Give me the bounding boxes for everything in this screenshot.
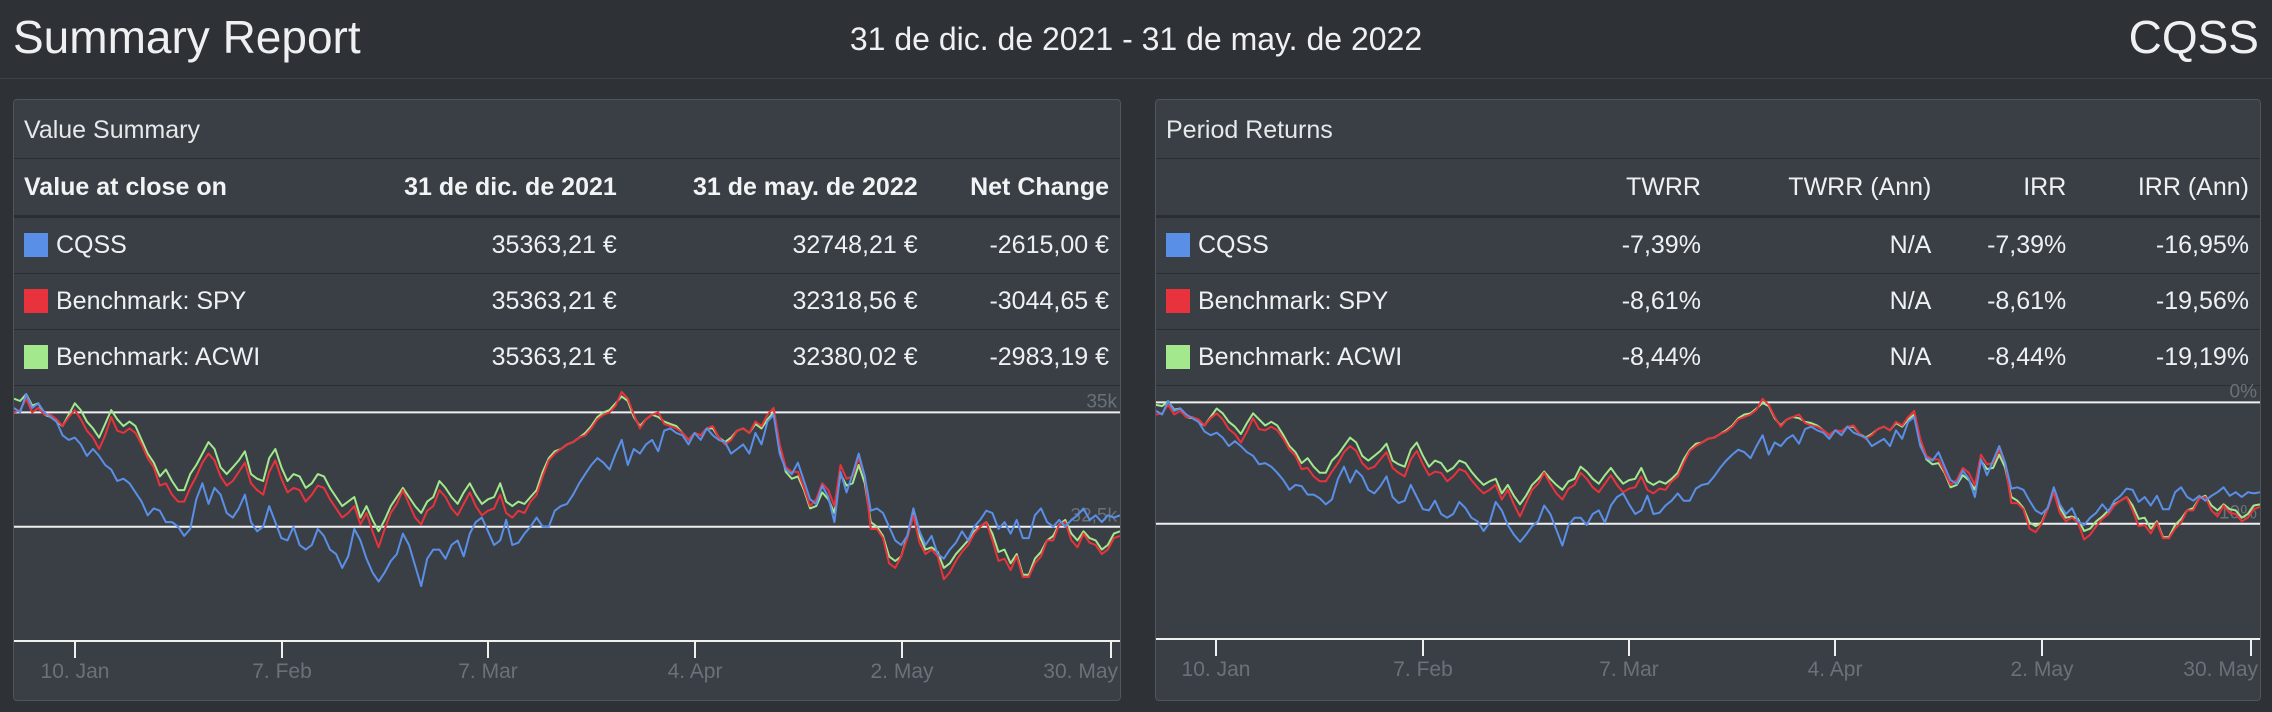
start-value: 35363,21 €: [342, 329, 628, 386]
column-header: IRR: [1942, 159, 2078, 218]
net-change: -2615,00 €: [928, 216, 1120, 274]
column-header: IRR (Ann): [2077, 159, 2260, 218]
series-name: CQSS: [56, 231, 127, 259]
net-change: -3044,65 €: [928, 273, 1120, 330]
series-name: Benchmark: ACWI: [56, 343, 261, 371]
period-returns-title: Period Returns: [1156, 100, 2260, 159]
x-tick-label: 30. May: [1043, 660, 1118, 683]
series-line-benchmark-acwi: [1156, 400, 2260, 539]
table-row: Benchmark: SPY -8,61% N/A -8,61% -19,56%: [1156, 273, 2260, 330]
y-tick-label: 35k: [1086, 391, 1117, 412]
series-line-cqss: [1156, 400, 2260, 547]
x-tick-label: 7. Mar: [1599, 658, 1659, 681]
x-tick-label: 10. Jan: [1182, 658, 1251, 681]
x-tick-label: 4. Apr: [1808, 658, 1863, 681]
x-tick-label: 30. May: [2183, 658, 2258, 681]
value-summary-title: Value Summary: [14, 100, 1120, 159]
x-tick-label: 7. Mar: [458, 660, 518, 683]
period-returns-panel: Period Returns TWRR TWRR (Ann) IRR IRR (…: [1155, 99, 2261, 701]
series-name: CQSS: [1198, 231, 1269, 259]
irr-ann-value: -19,19%: [2077, 329, 2260, 386]
series-line-benchmark-acwi: [14, 393, 1120, 576]
start-value: 35363,21 €: [342, 216, 628, 274]
series-name: Benchmark: SPY: [1198, 287, 1389, 315]
x-tick-label: 7. Feb: [1393, 658, 1453, 681]
twrr-ann-value: N/A: [1711, 273, 1943, 330]
net-change: -2983,19 €: [928, 329, 1120, 386]
twrr-value: -7,39%: [1577, 216, 1712, 274]
column-header: Net Change: [928, 159, 1120, 218]
table-row: Benchmark: ACWI -8,44% N/A -8,44% -19,19…: [1156, 329, 2260, 386]
series-line-benchmark-spy: [1156, 397, 2260, 541]
report-header: Summary Report 31 de dic. de 2021 - 31 d…: [0, 0, 2272, 79]
column-header: TWRR: [1577, 159, 1712, 218]
series-name: Benchmark: ACWI: [1198, 343, 1403, 371]
twrr-value: -8,61%: [1577, 273, 1712, 330]
legend-swatch: [1166, 345, 1190, 369]
series-line-benchmark-spy: [14, 390, 1120, 581]
irr-ann-value: -19,56%: [2077, 273, 2260, 330]
table-row: CQSS -7,39% N/A -7,39% -16,95%: [1156, 216, 2260, 274]
x-tick-label: 4. Apr: [668, 660, 723, 683]
legend-swatch: [24, 345, 48, 369]
start-value: 35363,21 €: [342, 273, 628, 330]
twrr-ann-value: N/A: [1711, 329, 1943, 386]
table-row: Benchmark: ACWI 35363,21 € 32380,02 € -2…: [14, 329, 1120, 386]
twrr-value: -8,44%: [1577, 329, 1712, 386]
x-tick-label: 10. Jan: [41, 660, 110, 683]
column-header: [1156, 159, 1577, 218]
y-tick-label: 0%: [2230, 383, 2258, 402]
column-header: 31 de dic. de 2021: [342, 159, 628, 218]
table-row: Benchmark: SPY 35363,21 € 32318,56 € -30…: [14, 273, 1120, 330]
column-header: TWRR (Ann): [1711, 159, 1943, 218]
end-value: 32318,56 €: [627, 273, 929, 330]
table-row: CQSS 35363,21 € 32748,21 € -2615,00 €: [14, 216, 1120, 274]
value-summary-table: Value at close on 31 de dic. de 2021 31 …: [14, 159, 1120, 386]
end-value: 32748,21 €: [627, 216, 929, 274]
irr-value: -7,39%: [1942, 216, 2078, 274]
series-name: Benchmark: SPY: [56, 287, 247, 315]
twrr-ann-value: N/A: [1711, 216, 1943, 274]
table-header-row: TWRR TWRR (Ann) IRR IRR (Ann): [1156, 159, 2260, 218]
date-range: 31 de dic. de 2021 - 31 de may. de 2022: [849, 21, 1423, 57]
series-line-cqss: [14, 393, 1120, 588]
x-tick-label: 2. May: [2010, 658, 2074, 681]
page-title: Summary Report: [13, 11, 361, 63]
legend-swatch: [24, 233, 48, 257]
irr-value: -8,44%: [1942, 329, 2078, 386]
legend-swatch: [1166, 289, 1190, 313]
account-name: CQSS: [2128, 11, 2259, 63]
x-tick-label: 7. Feb: [252, 660, 312, 683]
end-value: 32380,02 €: [627, 329, 929, 386]
irr-value: -8,61%: [1942, 273, 2078, 330]
x-tick-label: 2. May: [870, 660, 934, 683]
legend-swatch: [1166, 233, 1190, 257]
column-header: 31 de may. de 2022: [627, 159, 929, 218]
legend-swatch: [24, 289, 48, 313]
returns-line-chart: 0%-10%10. Jan 7. Feb 7. Mar 4. Apr 2. May 30.…: [1156, 383, 2260, 681]
period-returns-table: TWRR TWRR (Ann) IRR IRR (Ann) CQSS -7,39…: [1156, 159, 2260, 386]
value-summary-panel: Value Summary Value at close on 31 de di…: [13, 99, 1121, 701]
table-header-row: Value at close on 31 de dic. de 2021 31 …: [14, 159, 1120, 218]
column-header: Value at close on: [14, 159, 343, 218]
irr-ann-value: -16,95%: [2077, 216, 2260, 274]
